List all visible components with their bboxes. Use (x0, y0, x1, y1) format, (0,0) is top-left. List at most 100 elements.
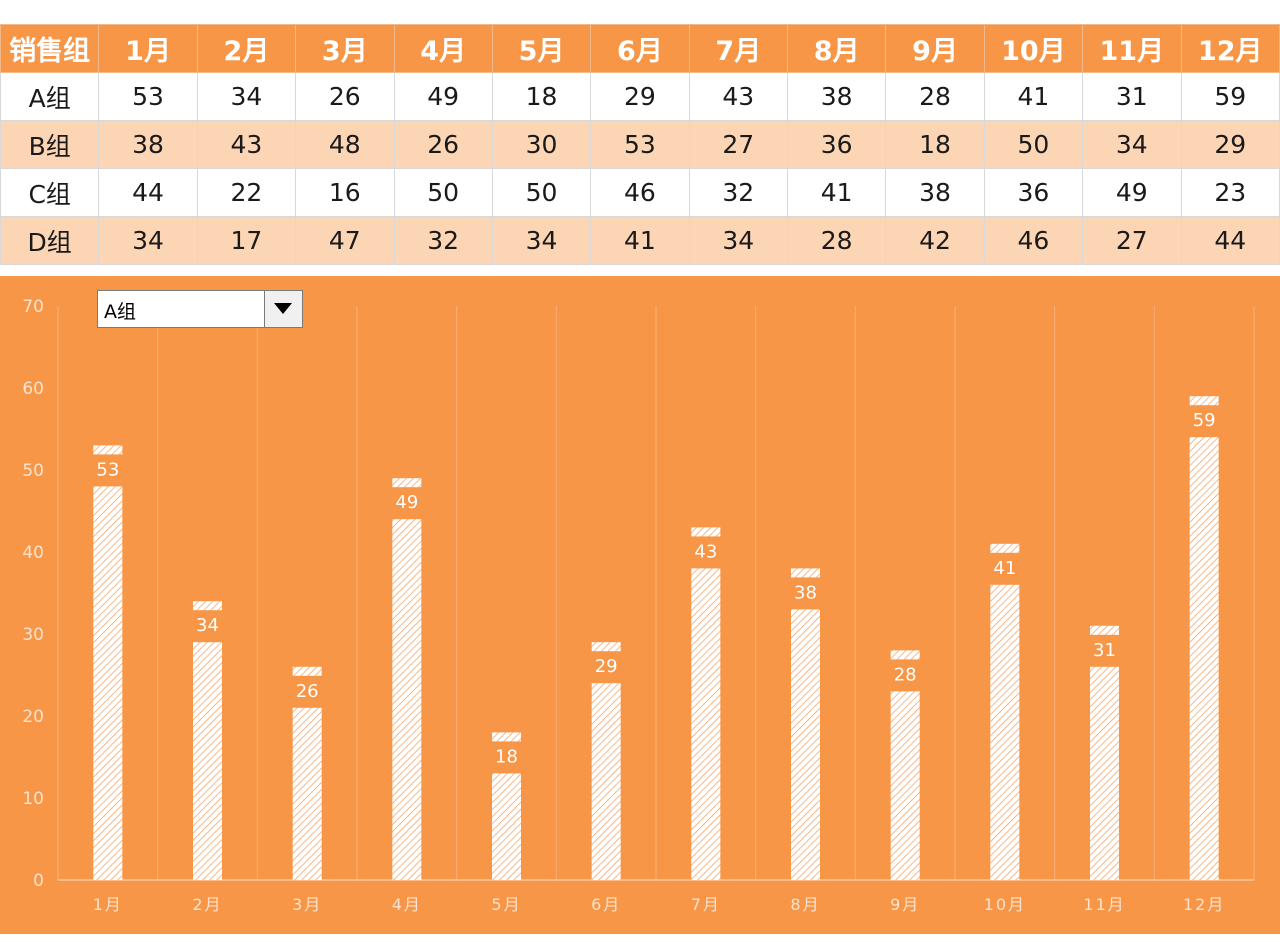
value-cell: 50 (983, 120, 1084, 169)
bar (1189, 437, 1219, 880)
data-label: 49 (395, 492, 418, 513)
x-tick-label: 12月 (1183, 895, 1225, 914)
bar-cap (990, 543, 1020, 553)
bar (1090, 666, 1119, 880)
table-row: B组 38 43 48 26 30 53 27 36 18 50 34 29 (0, 120, 1280, 169)
value-cell: 49 (1082, 168, 1182, 217)
x-tick-label: 6月 (591, 895, 621, 914)
y-tick-label: 10 (22, 789, 44, 809)
x-tick-label: 4月 (392, 895, 422, 914)
x-tick-label: 11月 (1083, 895, 1125, 914)
header-month-cell: 1月 (98, 24, 198, 73)
value-cell: 29 (590, 72, 690, 121)
header-month-cell: 3月 (295, 24, 395, 73)
value-cell: 32 (393, 216, 493, 265)
table-row: D组 34 17 47 32 34 41 34 28 42 46 27 44 (0, 216, 1280, 265)
x-tick-label: 8月 (790, 895, 820, 914)
value-cell: 38 (98, 120, 198, 169)
value-cell: 38 (786, 72, 887, 121)
value-cell: 18 (885, 120, 985, 169)
header-month-cell: 4月 (393, 24, 493, 73)
value-cell: 38 (885, 168, 985, 217)
value-cell: 44 (1180, 216, 1280, 265)
header-month-cell: 11月 (1082, 24, 1182, 73)
bar-cap (492, 732, 521, 742)
dropdown-button[interactable] (264, 291, 302, 327)
header-month-cell: 9月 (885, 24, 985, 73)
value-cell: 36 (983, 168, 1084, 217)
value-cell: 41 (590, 216, 690, 265)
value-cell: 47 (295, 216, 395, 265)
bar-cap (591, 642, 621, 652)
table-header-row: 销售组 1月 2月 3月 4月 5月 6月 7月 8月 9月 10月 11月 12月 (0, 24, 1280, 73)
data-label: 59 (1193, 410, 1216, 431)
value-cell: 27 (688, 120, 789, 169)
value-cell: 34 (491, 216, 592, 265)
group-dropdown[interactable]: A组 (97, 290, 303, 328)
bar (492, 773, 521, 880)
table-row: A组 53 34 26 49 18 29 43 38 28 41 31 59 (0, 72, 1280, 121)
header-group-cell: 销售组 (0, 24, 100, 73)
y-tick-label: 50 (22, 461, 44, 481)
value-cell: 28 (885, 72, 985, 121)
value-cell: 41 (983, 72, 1084, 121)
data-label: 43 (694, 541, 717, 562)
group-name-cell: C组 (0, 168, 100, 217)
data-label: 53 (96, 459, 119, 480)
y-tick-label: 0 (33, 871, 44, 891)
value-cell: 36 (786, 120, 887, 169)
bar-cap (292, 666, 322, 676)
header-month-cell: 8月 (786, 24, 887, 73)
value-cell: 34 (1082, 120, 1182, 169)
bar (392, 519, 422, 880)
header-month-cell: 5月 (491, 24, 592, 73)
value-cell: 26 (295, 72, 395, 121)
bar-cap (691, 527, 721, 537)
bar (691, 568, 721, 880)
bar-cap (890, 650, 920, 660)
value-cell: 42 (885, 216, 985, 265)
bar-cap (93, 445, 123, 455)
y-tick-label: 40 (22, 543, 44, 563)
x-tick-label: 2月 (192, 895, 222, 914)
value-cell: 46 (590, 168, 690, 217)
value-cell: 41 (786, 168, 887, 217)
value-cell: 44 (98, 168, 198, 217)
bar (193, 642, 222, 880)
bar-cap (1189, 396, 1219, 406)
bar-cap (193, 601, 222, 611)
bar (990, 584, 1020, 880)
x-tick-label: 10月 (984, 895, 1026, 914)
x-tick-label: 1月 (93, 895, 123, 914)
value-cell: 23 (1180, 168, 1280, 217)
header-month-cell: 10月 (983, 24, 1084, 73)
y-tick-label: 30 (22, 625, 44, 645)
dropdown-value: A组 (104, 301, 136, 323)
value-cell: 27 (1082, 216, 1182, 265)
data-label: 38 (794, 582, 817, 603)
chart-panel: 0 10 20 30 40 50 60 70 53 1月 34 2月 26 3月 49 4月 18 5月 29 6月 4… (0, 276, 1280, 934)
bar-cap (791, 568, 820, 578)
group-name-cell: D组 (0, 216, 100, 265)
bar-cap (1090, 625, 1119, 635)
value-cell: 50 (393, 168, 493, 217)
value-cell: 31 (1082, 72, 1182, 121)
value-cell: 48 (295, 120, 395, 169)
value-cell: 32 (688, 168, 789, 217)
y-tick-label: 70 (22, 297, 44, 317)
value-cell: 29 (1180, 120, 1280, 169)
value-cell: 22 (196, 168, 297, 217)
bar-chart: 0 10 20 30 40 50 60 70 53 1月 34 2月 26 3月 49 4月 18 5月 29 6月 4… (22, 297, 1255, 914)
group-name-cell: B组 (0, 120, 100, 169)
header-month-cell: 7月 (688, 24, 789, 73)
value-cell: 34 (688, 216, 789, 265)
bar (791, 609, 820, 880)
value-cell: 50 (491, 168, 592, 217)
value-cell: 53 (590, 120, 690, 169)
value-cell: 46 (983, 216, 1084, 265)
value-cell: 43 (196, 120, 297, 169)
bar (890, 691, 920, 880)
x-tick-label: 5月 (491, 895, 521, 914)
value-cell: 59 (1180, 72, 1280, 121)
value-cell: 34 (196, 72, 297, 121)
